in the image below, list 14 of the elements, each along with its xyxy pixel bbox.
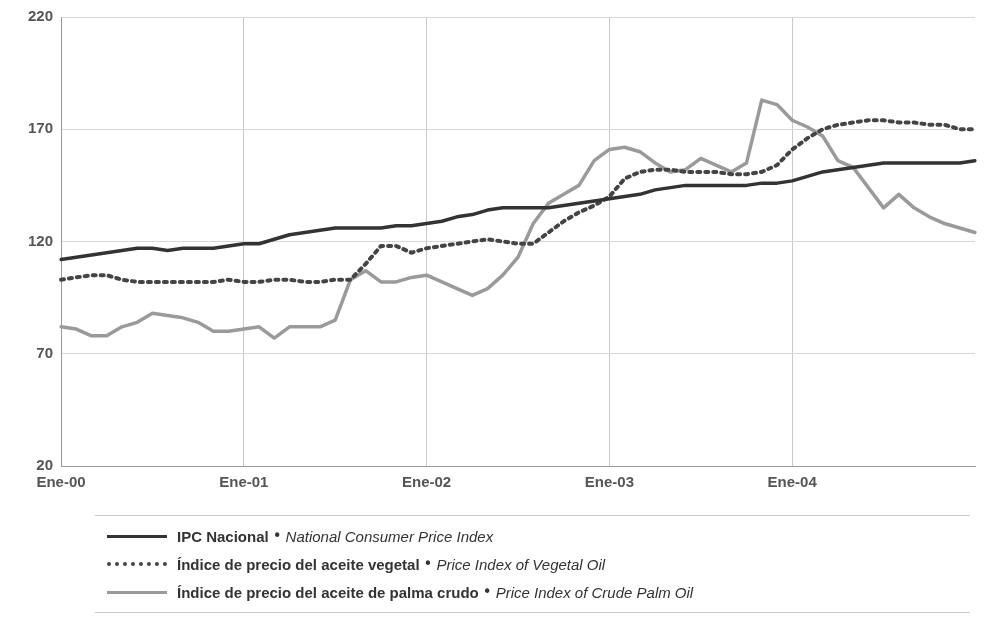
x-tick-label: Ene-04: [767, 473, 818, 491]
x-tick-label: Ene-03: [584, 473, 635, 491]
line-series: [59, 118, 977, 284]
y-tick-label: 70: [36, 343, 54, 361]
y-tick-label: 120: [28, 231, 54, 249]
x-tick-label: Ene-02: [402, 473, 452, 491]
legend-label: Índice de precio del aceite de palma crudo • Price Index of Crude Palm Oil: [177, 583, 694, 601]
legend-label: IPC Nacional • National Consumer Price Index: [177, 527, 494, 545]
y-tick-label: 20: [36, 456, 54, 474]
legend-label: Índice de precio del aceite vegetal • Price Index of Vegetal Oil: [177, 555, 606, 573]
x-tick-label: Ene-00: [36, 473, 86, 491]
y-tick-label: 220: [28, 7, 54, 25]
x-tick-label: Ene-01: [219, 473, 269, 491]
y-tick-label: 170: [28, 119, 54, 137]
